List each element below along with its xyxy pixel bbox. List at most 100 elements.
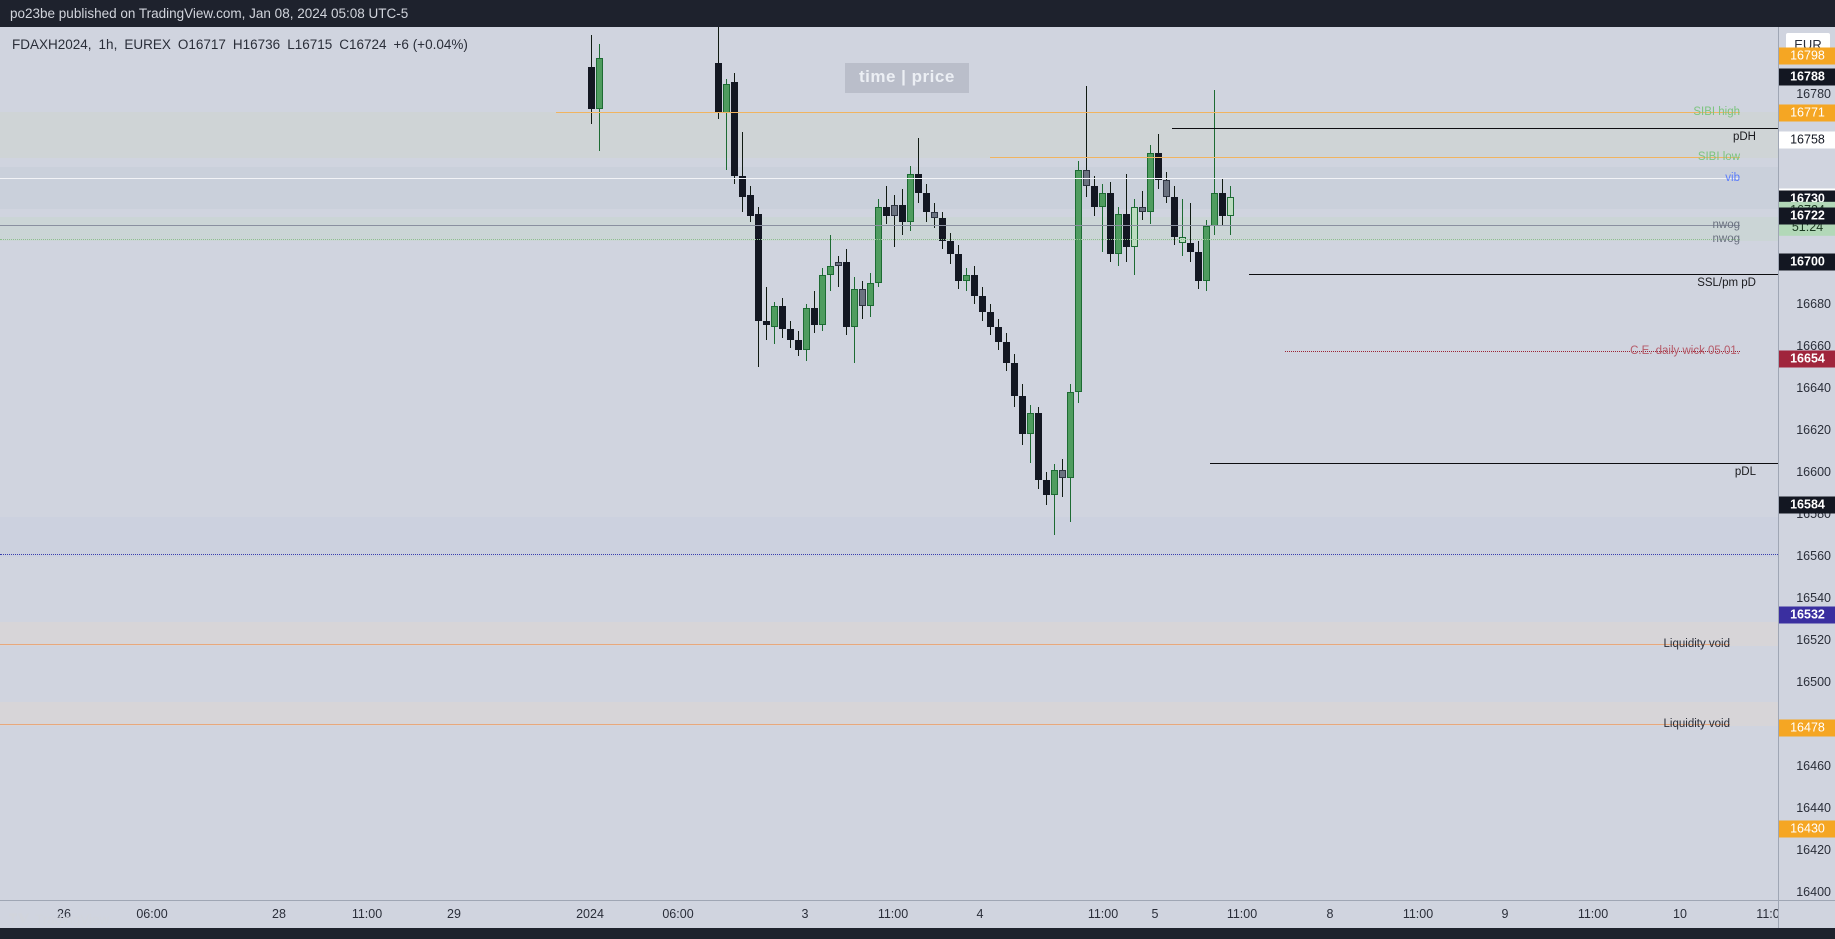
chart-legend: FDAXH2024, 1h, EUREX O16717 H16736 L16715 C167… — [12, 37, 475, 52]
candle-body — [891, 205, 898, 216]
price-badge-16798[interactable]: 16798 — [1779, 47, 1835, 65]
candle-wick — [894, 194, 895, 248]
legend-exchange: EUREX — [124, 37, 171, 52]
candle-body — [1163, 180, 1170, 197]
level-line-nwog-upper[interactable] — [0, 225, 1740, 226]
legend-interval[interactable]: 1h, — [98, 37, 118, 52]
price-badge-16478[interactable]: 16478 — [1779, 719, 1835, 737]
candle-body — [979, 295, 986, 313]
level-line-pdl[interactable] — [1210, 463, 1778, 464]
candle-body — [947, 241, 954, 254]
tradingview-logo[interactable]: TradingView — [9, 912, 109, 927]
candle-body — [1059, 469, 1066, 479]
price-badge-16430[interactable]: 16430 — [1779, 820, 1835, 838]
legend-high: H16736 — [232, 37, 281, 52]
zone-nwog-zone — [0, 217, 1778, 241]
candle-body — [915, 173, 922, 193]
level-label-sibi-high: SIBI high — [1693, 106, 1740, 118]
price-tick: 16500 — [1796, 674, 1831, 689]
level-label-sibi-low: SIBI low — [1697, 151, 1740, 163]
candle-body — [851, 289, 858, 328]
candle-wick — [1182, 199, 1183, 256]
candle-body — [939, 217, 946, 242]
level-line-ssl-pm-pd[interactable] — [1249, 274, 1778, 275]
price-axis[interactable]: EUR 167801675816731166801666016640166201… — [1778, 27, 1835, 900]
price-badge-16771[interactable]: 16771 — [1779, 104, 1835, 122]
price-badge-16654[interactable]: 16654 — [1779, 350, 1835, 368]
candle-body — [1099, 192, 1106, 208]
candle-body — [1075, 169, 1082, 393]
candle-wick — [1214, 89, 1215, 235]
level-line-vib[interactable] — [0, 178, 1740, 179]
candle-body — [995, 327, 1002, 342]
candle-body — [899, 205, 906, 223]
candle-body — [867, 283, 874, 307]
footer-bar: TradingView — [0, 912, 1835, 939]
price-tick: 16400 — [1796, 884, 1831, 899]
time-tick: 26 — [57, 907, 71, 921]
legend-symbol[interactable]: FDAXH2024, — [12, 37, 92, 52]
price-badge-16584[interactable]: 16584 — [1779, 496, 1835, 514]
price-tick: 16520 — [1796, 632, 1831, 647]
legend-change: +6 (+0.04%) — [393, 37, 468, 52]
chart-pane[interactable]: SIBI high pDH SIBI low vib nwog nwog SSL/pm pD… — [0, 27, 1778, 900]
candle-body — [1211, 192, 1218, 227]
candle-body — [843, 262, 850, 328]
candle-body — [739, 175, 746, 197]
candle-wick — [918, 138, 919, 204]
candle-wick — [838, 255, 839, 288]
price-badge-16532[interactable]: 16532 — [1779, 606, 1835, 624]
candle-body — [971, 274, 978, 296]
candle-body — [875, 207, 882, 284]
level-line-blue-level[interactable] — [0, 554, 1778, 555]
price-badge-16722[interactable]: 16722 — [1779, 207, 1835, 225]
level-line-pdh[interactable] — [1172, 128, 1778, 129]
time-tick: 11:00 — [877, 907, 909, 921]
candle-wick — [1030, 404, 1031, 464]
legend-open: O16717 — [177, 37, 226, 52]
level-label-c-e-daily-wick-05-01: C.E. daily wick 05.01. — [1630, 345, 1740, 357]
candle-body — [1027, 413, 1034, 435]
candle-body — [803, 308, 810, 351]
time-tick: 11:00 — [351, 907, 383, 921]
price-badge-16758[interactable]: 16758 — [1779, 131, 1835, 149]
level-line-sibi-low[interactable] — [990, 157, 1740, 158]
level-line-nwog-lower[interactable] — [0, 239, 1740, 240]
price-badge-16700[interactable]: 16700 — [1779, 253, 1835, 271]
price-badge-16788[interactable]: 16788 — [1779, 68, 1835, 86]
candle-body — [723, 83, 730, 114]
candle-body — [1107, 192, 1114, 254]
candle-body — [1019, 396, 1026, 435]
candle-body — [731, 81, 738, 176]
time-tick: 9 — [1501, 907, 1509, 921]
level-label-pdh: pDH — [1732, 131, 1756, 143]
time-tick: 4 — [976, 907, 984, 921]
candle-body — [955, 253, 962, 281]
price-tick: 16420 — [1796, 842, 1831, 857]
candle-body — [763, 320, 770, 325]
candle-body — [1187, 243, 1194, 252]
zone-liq-void-lower — [0, 702, 1778, 726]
publish-info-bar: po23be published on TradingView.com, Jan… — [0, 0, 1835, 27]
candle-body — [1115, 213, 1122, 254]
level-line-sibi-high[interactable] — [556, 112, 1740, 113]
candle-body — [787, 329, 794, 340]
level-label-nwog-lower: nwog — [1712, 233, 1741, 245]
level-line-liquidity-void-lower[interactable] — [0, 724, 1730, 725]
candle-body — [1091, 186, 1098, 208]
level-label-nwog-upper: nwog — [1712, 219, 1741, 231]
time-tick: 10 — [1673, 907, 1687, 921]
chart-watermark: time | price — [845, 63, 969, 93]
time-tick: 29 — [447, 907, 461, 921]
level-line-c-e-daily-wick-05-01[interactable] — [1285, 351, 1740, 352]
level-line-liquidity-void-upper[interactable] — [0, 644, 1730, 645]
candle-wick — [1054, 463, 1055, 535]
time-axis[interactable]: 26 06:00 28 11:00 29 2024 06:00 3 11:00 4 11:00 5 11… — [0, 900, 1780, 928]
candle-wick — [1190, 203, 1191, 263]
candle-body — [1043, 480, 1050, 495]
price-tick: 16660 — [1796, 338, 1831, 353]
level-label-liquidity-void-lower: Liquidity void — [1663, 718, 1730, 730]
time-tick: 2024 — [576, 907, 604, 921]
candle-body — [1139, 207, 1146, 212]
